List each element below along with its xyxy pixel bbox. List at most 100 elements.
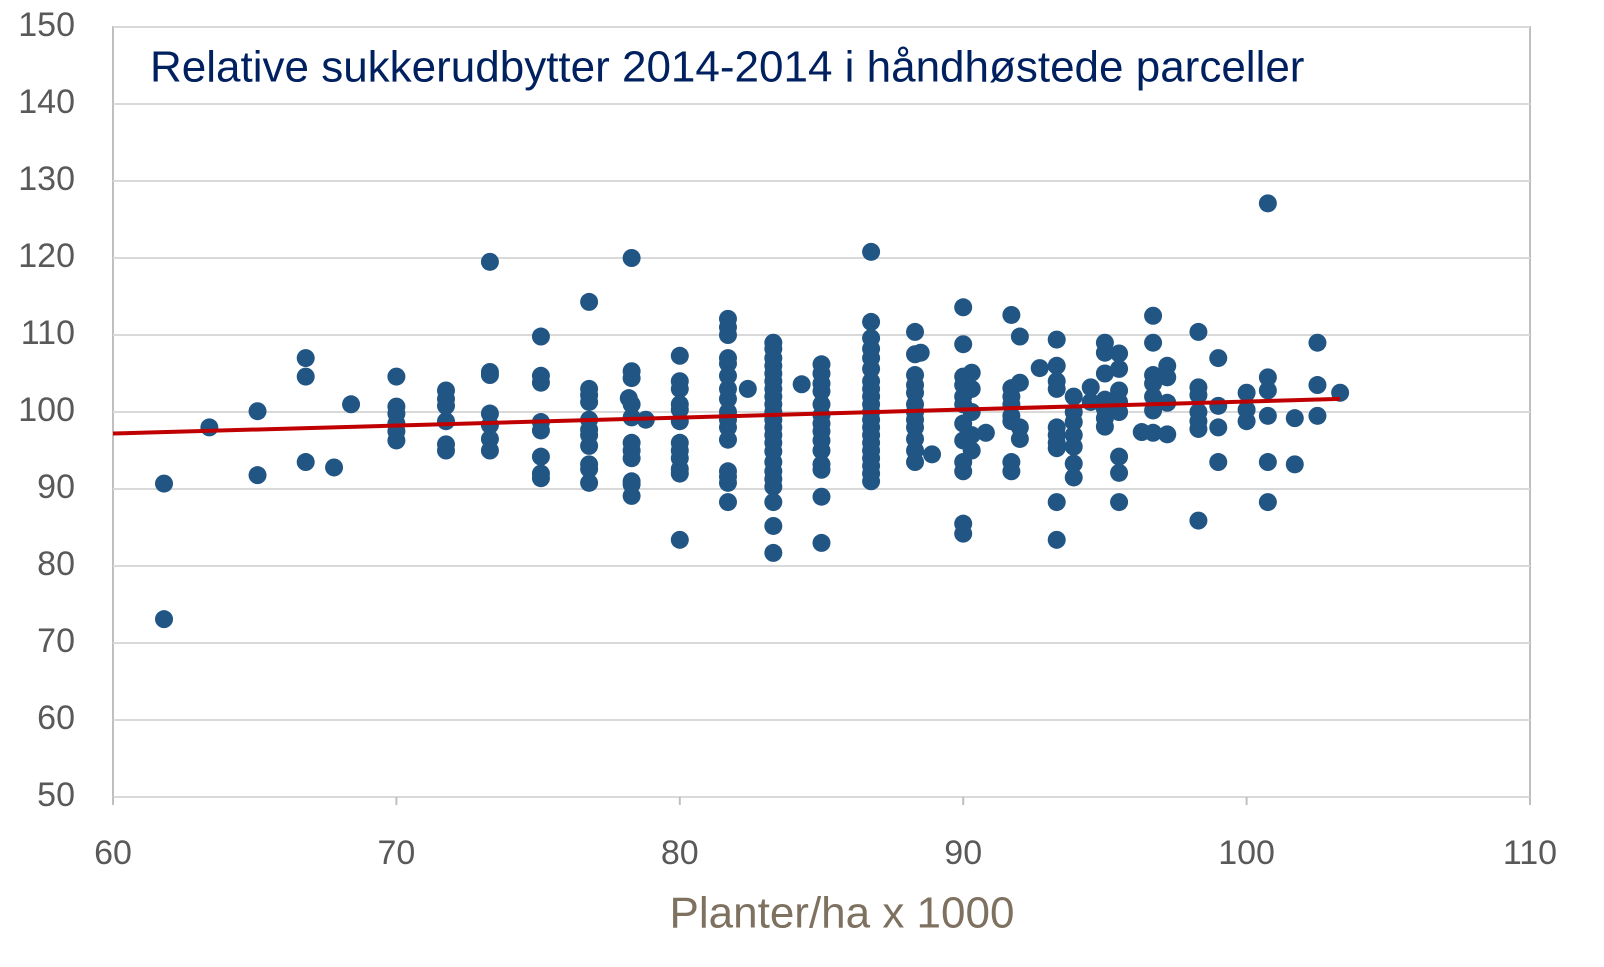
- point: [718, 389, 737, 408]
- point: [962, 403, 981, 421]
- y-tick-label: 90: [37, 468, 75, 506]
- point: [962, 426, 981, 445]
- x-axis-label: Planter/ha x 1000: [670, 889, 1015, 938]
- y-tick-label: 150: [18, 6, 75, 44]
- point: [531, 327, 550, 346]
- point: [1285, 409, 1304, 428]
- point: [1047, 330, 1066, 349]
- point: [764, 477, 783, 496]
- x-tick-label: 70: [377, 834, 415, 872]
- point: [1047, 379, 1066, 398]
- y-tick-label: 70: [37, 622, 75, 660]
- point: [718, 430, 737, 449]
- point: [155, 474, 174, 493]
- point: [1258, 368, 1277, 387]
- x-tick-label: 100: [1218, 834, 1275, 872]
- point: [1144, 387, 1163, 406]
- point: [764, 516, 783, 535]
- point: [1258, 194, 1277, 213]
- point: [580, 473, 599, 492]
- point: [1002, 462, 1021, 481]
- x-tick-label: 80: [661, 834, 699, 872]
- point: [1110, 344, 1129, 363]
- y-tick-label: 110: [21, 314, 75, 352]
- point: [1158, 368, 1177, 387]
- point: [1064, 468, 1083, 487]
- point: [718, 354, 737, 373]
- point: [1144, 306, 1163, 325]
- point: [1047, 493, 1066, 512]
- point: [862, 312, 881, 331]
- point: [296, 367, 315, 386]
- point: [718, 473, 737, 492]
- point: [436, 412, 455, 431]
- point: [962, 441, 981, 460]
- point: [531, 447, 550, 466]
- point: [1095, 364, 1114, 383]
- point: [436, 441, 455, 460]
- point: [296, 453, 315, 472]
- point: [911, 343, 930, 362]
- point: [1209, 453, 1228, 472]
- point: [1081, 378, 1100, 397]
- point: [200, 418, 219, 437]
- point: [531, 421, 550, 440]
- x-tick-label: 60: [94, 834, 132, 872]
- trendline: [112, 396, 1341, 436]
- point: [1110, 403, 1129, 421]
- point: [1047, 356, 1066, 375]
- point: [812, 441, 831, 460]
- y-tick-label: 130: [18, 160, 75, 198]
- point: [1209, 418, 1228, 437]
- point: [1285, 455, 1304, 474]
- point: [296, 349, 315, 368]
- point: [1189, 386, 1208, 405]
- point: [962, 379, 981, 398]
- point: [1110, 463, 1129, 482]
- point: [248, 402, 267, 421]
- point: [622, 369, 641, 388]
- point: [1258, 406, 1277, 425]
- point: [1110, 447, 1129, 466]
- point: [670, 346, 689, 365]
- point: [718, 366, 737, 385]
- point: [1258, 453, 1277, 472]
- point: [387, 367, 406, 386]
- point: [580, 392, 599, 411]
- point: [906, 322, 925, 341]
- point: [862, 359, 881, 378]
- point: [480, 441, 499, 460]
- point: [622, 249, 641, 267]
- point: [764, 493, 783, 512]
- point: [1002, 305, 1021, 324]
- y-tick-label: 60: [37, 699, 75, 737]
- point: [812, 382, 831, 401]
- point: [670, 464, 689, 483]
- point: [1095, 343, 1114, 362]
- y-tick-label: 140: [18, 83, 75, 121]
- point: [1308, 376, 1327, 395]
- y-tick-label: 80: [37, 545, 75, 583]
- y-tick-label: 100: [18, 391, 75, 429]
- point: [342, 395, 361, 414]
- y-tick-label: 50: [37, 776, 75, 814]
- point: [670, 530, 689, 549]
- point: [1237, 412, 1256, 431]
- x-tick-label: 90: [944, 834, 982, 872]
- point: [1209, 396, 1228, 415]
- point: [976, 423, 995, 442]
- point: [1047, 439, 1066, 458]
- point: [1030, 359, 1049, 378]
- point: [670, 412, 689, 431]
- point: [531, 373, 550, 392]
- point: [1064, 454, 1083, 473]
- y-tick-label: 120: [18, 237, 75, 275]
- point: [1258, 493, 1277, 512]
- point: [1010, 327, 1029, 346]
- point: [622, 449, 641, 468]
- point: [1110, 359, 1129, 378]
- point: [436, 396, 455, 415]
- point: [480, 366, 499, 385]
